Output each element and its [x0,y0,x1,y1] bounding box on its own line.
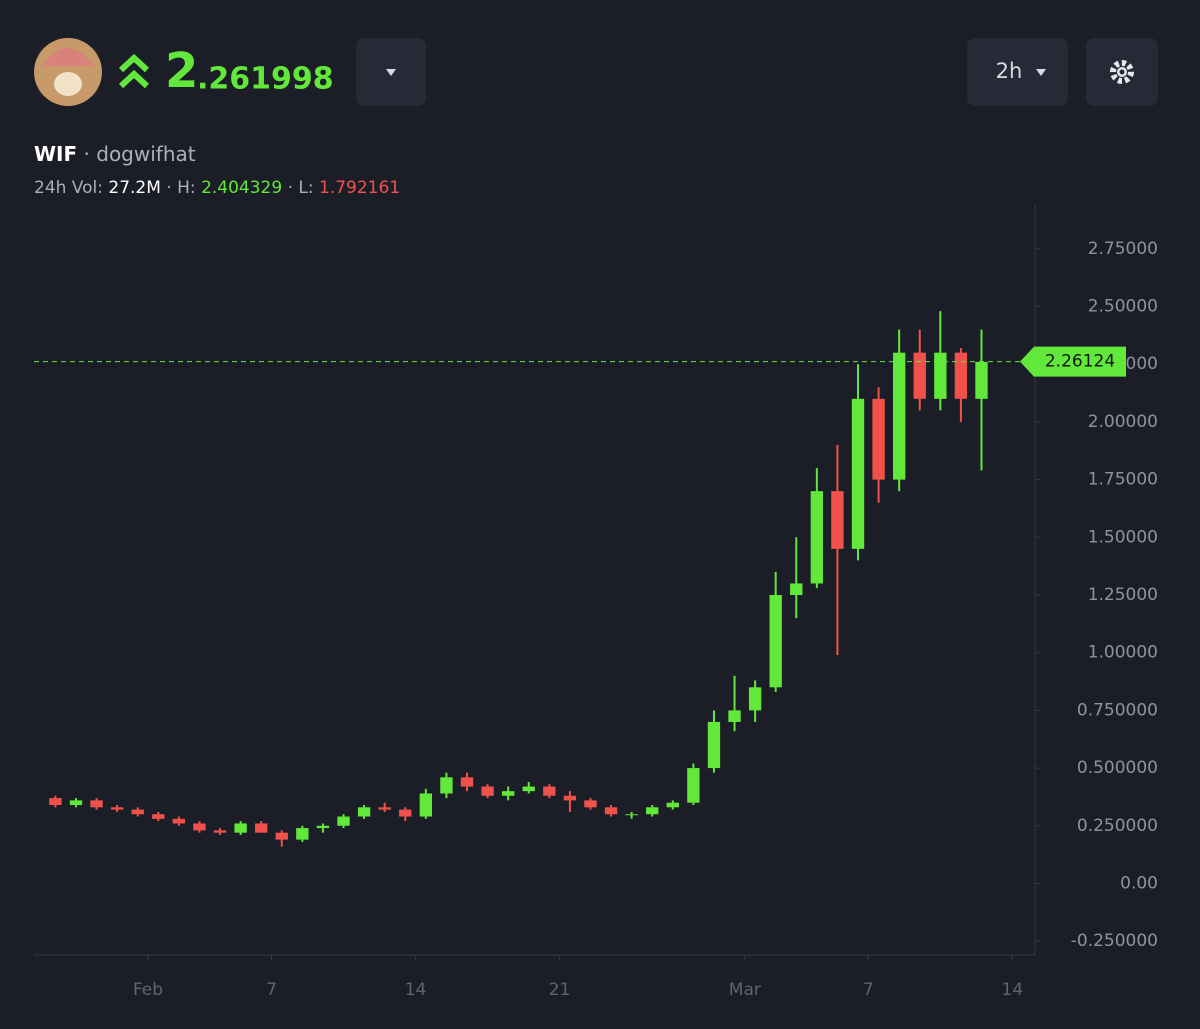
candle-body [646,807,659,815]
candle-body [90,800,103,808]
candle-body [913,352,926,399]
candle-body [69,800,83,805]
candle-body [131,809,144,815]
y-tick-label: 0.250000 [1077,816,1158,836]
candle-body [234,823,247,833]
candle-body [769,595,782,688]
vol-label: 24h Vol: [34,178,103,198]
separator: · [288,178,293,198]
y-tick-label: -0.250000 [1071,931,1158,951]
x-tick-label: 7 [266,980,277,1000]
token-name: dogwifhat [96,142,196,166]
last-price-tag [1020,346,1126,377]
up-chevron [118,69,150,89]
low-label: L: [298,178,313,198]
candle-body [543,786,556,796]
candle-body [49,798,62,805]
candle-body [357,807,371,817]
candle-body [563,795,577,801]
candle-body [255,823,268,833]
candle-body [790,583,803,595]
candle-body [296,828,309,840]
candle-body [193,823,206,831]
price-fraction: .261998 [197,62,334,97]
high-value: 2.404329 [201,178,282,198]
stats-line: 24h Vol: 27.2M · H: 2.404329 · L: 1.7921… [34,178,400,198]
y-tick-label: 1.25000 [1088,585,1158,605]
avatar-hat [42,48,94,66]
candle-body [213,830,227,833]
interval-arrow [1036,69,1046,76]
x-tick-label: Feb [133,980,163,1000]
candle-body [399,809,412,817]
x-tick-label: 14 [405,980,427,1000]
separator: · [166,178,171,198]
candle-body [687,768,700,803]
y-tick-label: 1.75000 [1088,470,1158,490]
separator: · [84,142,90,166]
candle-body [748,687,762,711]
avatar-face [54,72,82,96]
price-integer: 2 [165,43,198,99]
candle-body [666,802,679,808]
candle-body [872,398,885,480]
candle-body [934,352,947,399]
dropdown-arrow [386,69,396,76]
candle-body [501,791,515,796]
candle-body [316,825,330,829]
up-chevron [118,53,150,73]
candle-body [275,832,288,840]
candle-body [707,721,721,769]
token-line: WIF · dogwifhat [34,142,196,166]
candle-body [378,807,391,810]
candle-body [851,398,865,549]
low-value: 1.792161 [319,178,400,198]
vol-value: 27.2M [108,178,161,198]
high-label: H: [177,178,196,198]
x-tick-label: 21 [549,980,571,1000]
x-tick-label: 14 [1002,980,1024,1000]
y-tick-label: 2.50000 [1088,297,1158,317]
candle-body [440,777,453,794]
candle-body [831,491,844,549]
candle-body [892,352,906,480]
candle-body [810,491,824,584]
candle-body [110,807,124,810]
settings-gear-hole [1119,69,1125,75]
candle-body [975,361,988,399]
x-tick-label: Mar [729,980,761,1000]
y-tick-label: 1.50000 [1088,527,1158,547]
candle-body [460,777,474,787]
y-tick-label: 1.00000 [1088,643,1158,663]
last-price-label: 2.26124 [1045,352,1115,372]
candle-body [481,786,494,796]
candle-body [954,352,968,399]
candle-body [522,786,535,792]
y-tick-label: 0.750000 [1077,700,1158,720]
symbol: WIF [34,142,77,166]
candle-body [152,814,165,819]
x-tick-label: 7 [863,980,874,1000]
interval-button[interactable] [967,38,1068,106]
candle-body [172,818,186,824]
y-tick-label: 2.75000 [1088,239,1158,259]
candle-body [419,793,433,817]
candle-body [604,807,618,815]
candle-body [584,800,597,808]
candle-body [337,816,350,826]
y-tick-label: 0.00 [1120,873,1158,893]
settings-gear [1110,60,1134,84]
candle-body [625,814,638,816]
interval-label: 2h [996,59,1023,83]
y-tick-label: 2.00000 [1088,412,1158,432]
y-tick-label: 0.500000 [1077,758,1158,778]
candle-body [728,710,741,722]
